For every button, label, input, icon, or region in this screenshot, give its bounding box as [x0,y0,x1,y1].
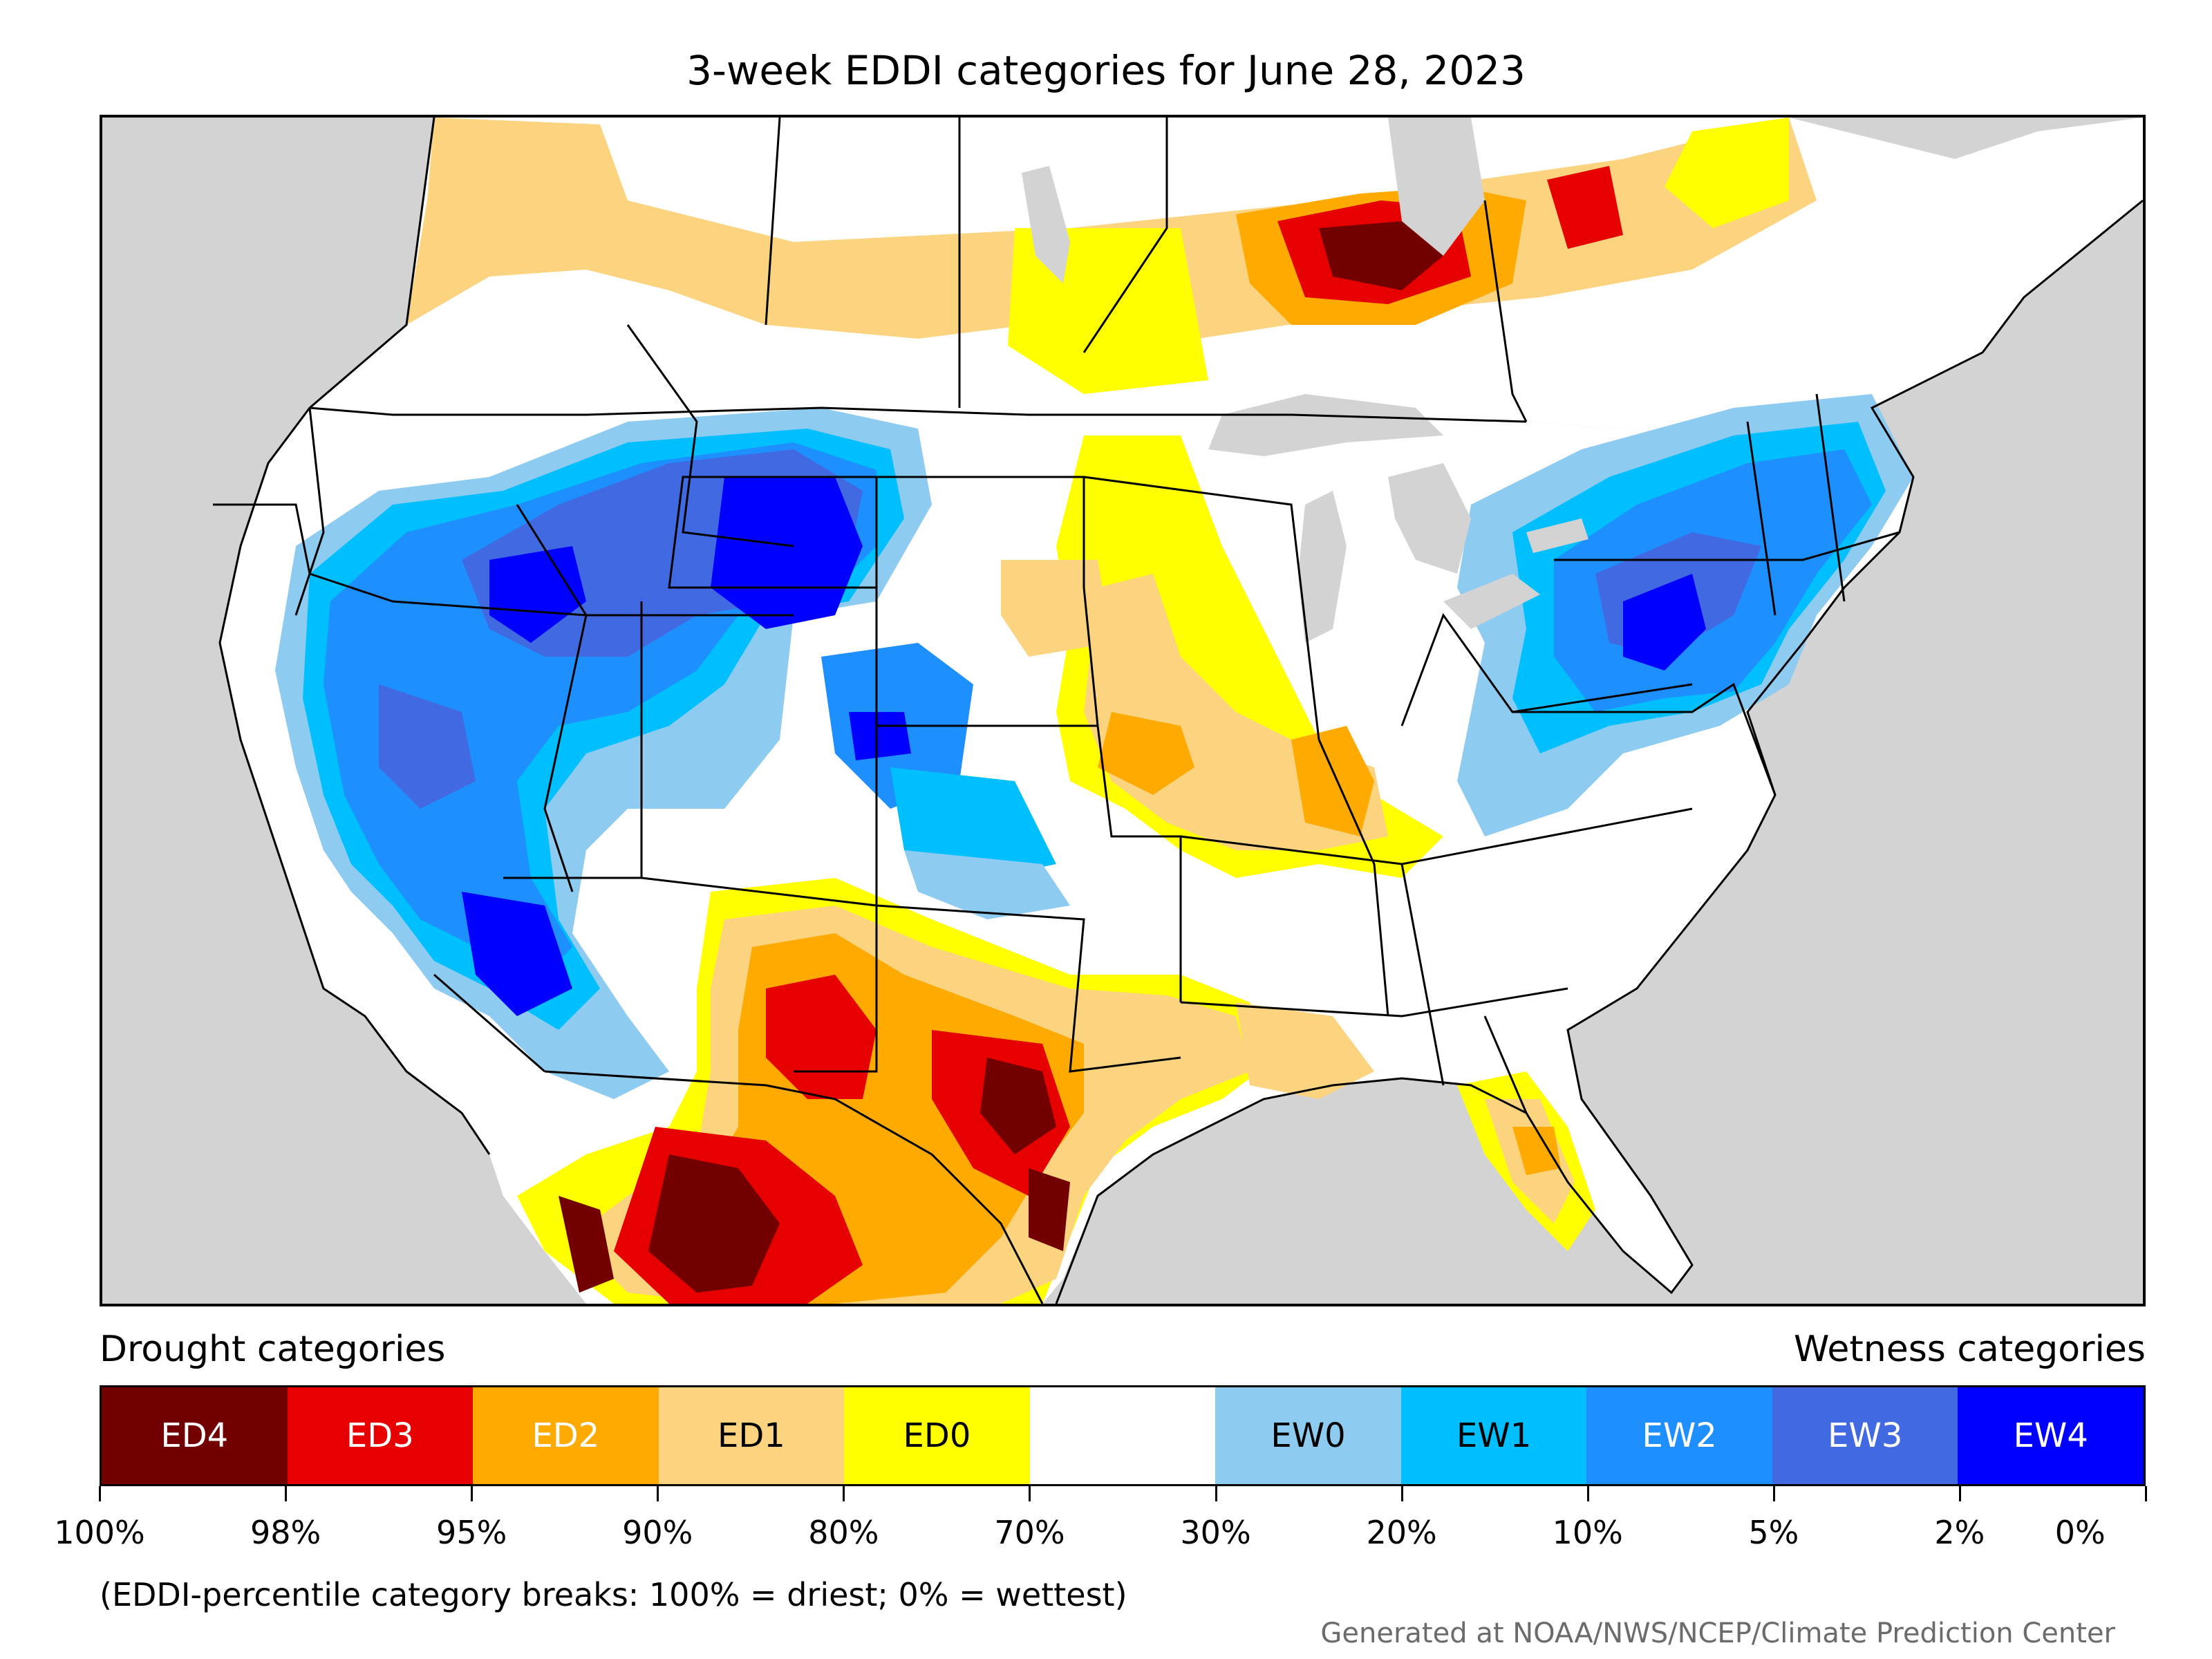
category-ed0: ED0 [844,1387,1030,1484]
wyoming-ew4 [711,477,863,629]
category-ew1: EW1 [1400,1387,1587,1484]
credit-text: Generated at NOAA/NWS/NCEP/Climate Predi… [1320,1618,2115,1649]
category-ew2: EW2 [1586,1387,1772,1484]
drought-categories-label: Drought categories [100,1329,446,1370]
lake-erie [1443,574,1540,629]
tick-label-70: 70% [994,1514,1065,1551]
tick-mark [99,1486,101,1501]
lake-michigan [1298,491,1347,643]
category-colorbar: ED4 ED3 ED2 ED1 ED0 EW0 EW1 EW2 EW3 EW4 [100,1385,2146,1486]
eddi-map [100,115,2146,1306]
category-ew3-label: EW3 [1828,1416,1903,1455]
hudson-bay [1388,118,1485,256]
category-ew1-label: EW1 [1456,1416,1532,1455]
socal-ew4 [462,892,572,1016]
category-ew4-label: EW4 [2013,1416,2088,1455]
illinois-ed2 [1291,726,1374,836]
category-ed4-label: ED4 [160,1416,229,1455]
ontario-ed4 [1319,221,1443,290]
texas-ed4 [980,1058,1056,1154]
tick-mark [1772,1486,1775,1501]
tick-mark [843,1486,845,1501]
tick-label-0: 0% [2054,1514,2106,1551]
tick-mark [1958,1486,1961,1501]
idaho-ew4 [489,546,586,643]
gulf-coast-ed1 [1236,1002,1374,1099]
lake-winnipeg [1022,166,1070,283]
category-ed3: ED3 [287,1387,474,1484]
tick-mark [2145,1486,2147,1501]
mexico-ed4 [648,1154,780,1293]
tick-label-80: 80% [808,1514,879,1551]
tick-mark [471,1486,474,1501]
category-ed2: ED2 [473,1387,659,1484]
tick-label-10: 10% [1552,1514,1623,1551]
southwest-ed3 [766,975,877,1099]
tick-mark [285,1486,288,1501]
plains-ew0 [904,850,1070,919]
ny-ew4 [1623,574,1706,671]
plains-ew1 [890,767,1056,878]
category-ed2-label: ED2 [532,1416,600,1455]
category-ed1: ED1 [658,1387,845,1484]
map-title: 3-week EDDI categories for June 28, 2023 [686,47,1526,94]
tick-label-20: 20% [1366,1514,1437,1551]
colorbar-tick-labels: 100% 98% 95% 90% 80% 70% 30% 20% 10% 5% … [54,1514,2146,1555]
tick-mark [1215,1486,1217,1501]
category-breaks-note: (EDDI-percentile category breaks: 100% =… [100,1576,1127,1613]
category-ew0: EW0 [1215,1387,1401,1484]
lake-ontario [1526,518,1588,553]
category-ed0-label: ED0 [903,1416,971,1455]
tick-label-98: 98% [250,1514,321,1551]
wetness-categories-label: Wetness categories [1794,1329,2146,1370]
colorbar-ticks [99,1486,2147,1504]
category-ew4: EW4 [1958,1387,2144,1484]
colorado-ew4 [849,712,911,760]
category-ew3: EW3 [1772,1387,1958,1484]
coastline [218,199,2143,1304]
tick-label-5: 5% [1748,1514,1799,1551]
state-boundaries [213,118,1900,1304]
category-ew2-label: EW2 [1642,1416,1717,1455]
category-ew0-label: EW0 [1271,1416,1346,1455]
tick-mark [1586,1486,1589,1501]
tick-mark [657,1486,659,1501]
tick-label-95: 95% [436,1514,507,1551]
lake-huron [1388,463,1471,574]
tick-label-100: 100% [54,1514,145,1551]
category-ed1-label: ED1 [718,1416,785,1455]
lake-superior [1208,394,1443,456]
quebec-ed3 [1547,166,1623,249]
tick-label-2: 2% [1934,1514,1985,1551]
tick-mark [1400,1486,1403,1501]
plains-ed2 [1098,712,1194,795]
canada-ed0-east [1665,118,1789,228]
tick-mark [1029,1486,1031,1501]
baja-ed4 [559,1196,614,1293]
gulf-ed4 [1029,1168,1070,1251]
nevada-ew3 [379,684,476,809]
florida-ed2 [1512,1127,1561,1175]
category-neutral [1029,1387,1216,1484]
tick-label-30: 30% [1180,1514,1251,1551]
category-ed3-label: ED3 [346,1416,414,1455]
category-ed4: ED4 [102,1387,288,1484]
tick-label-90: 90% [622,1514,693,1551]
